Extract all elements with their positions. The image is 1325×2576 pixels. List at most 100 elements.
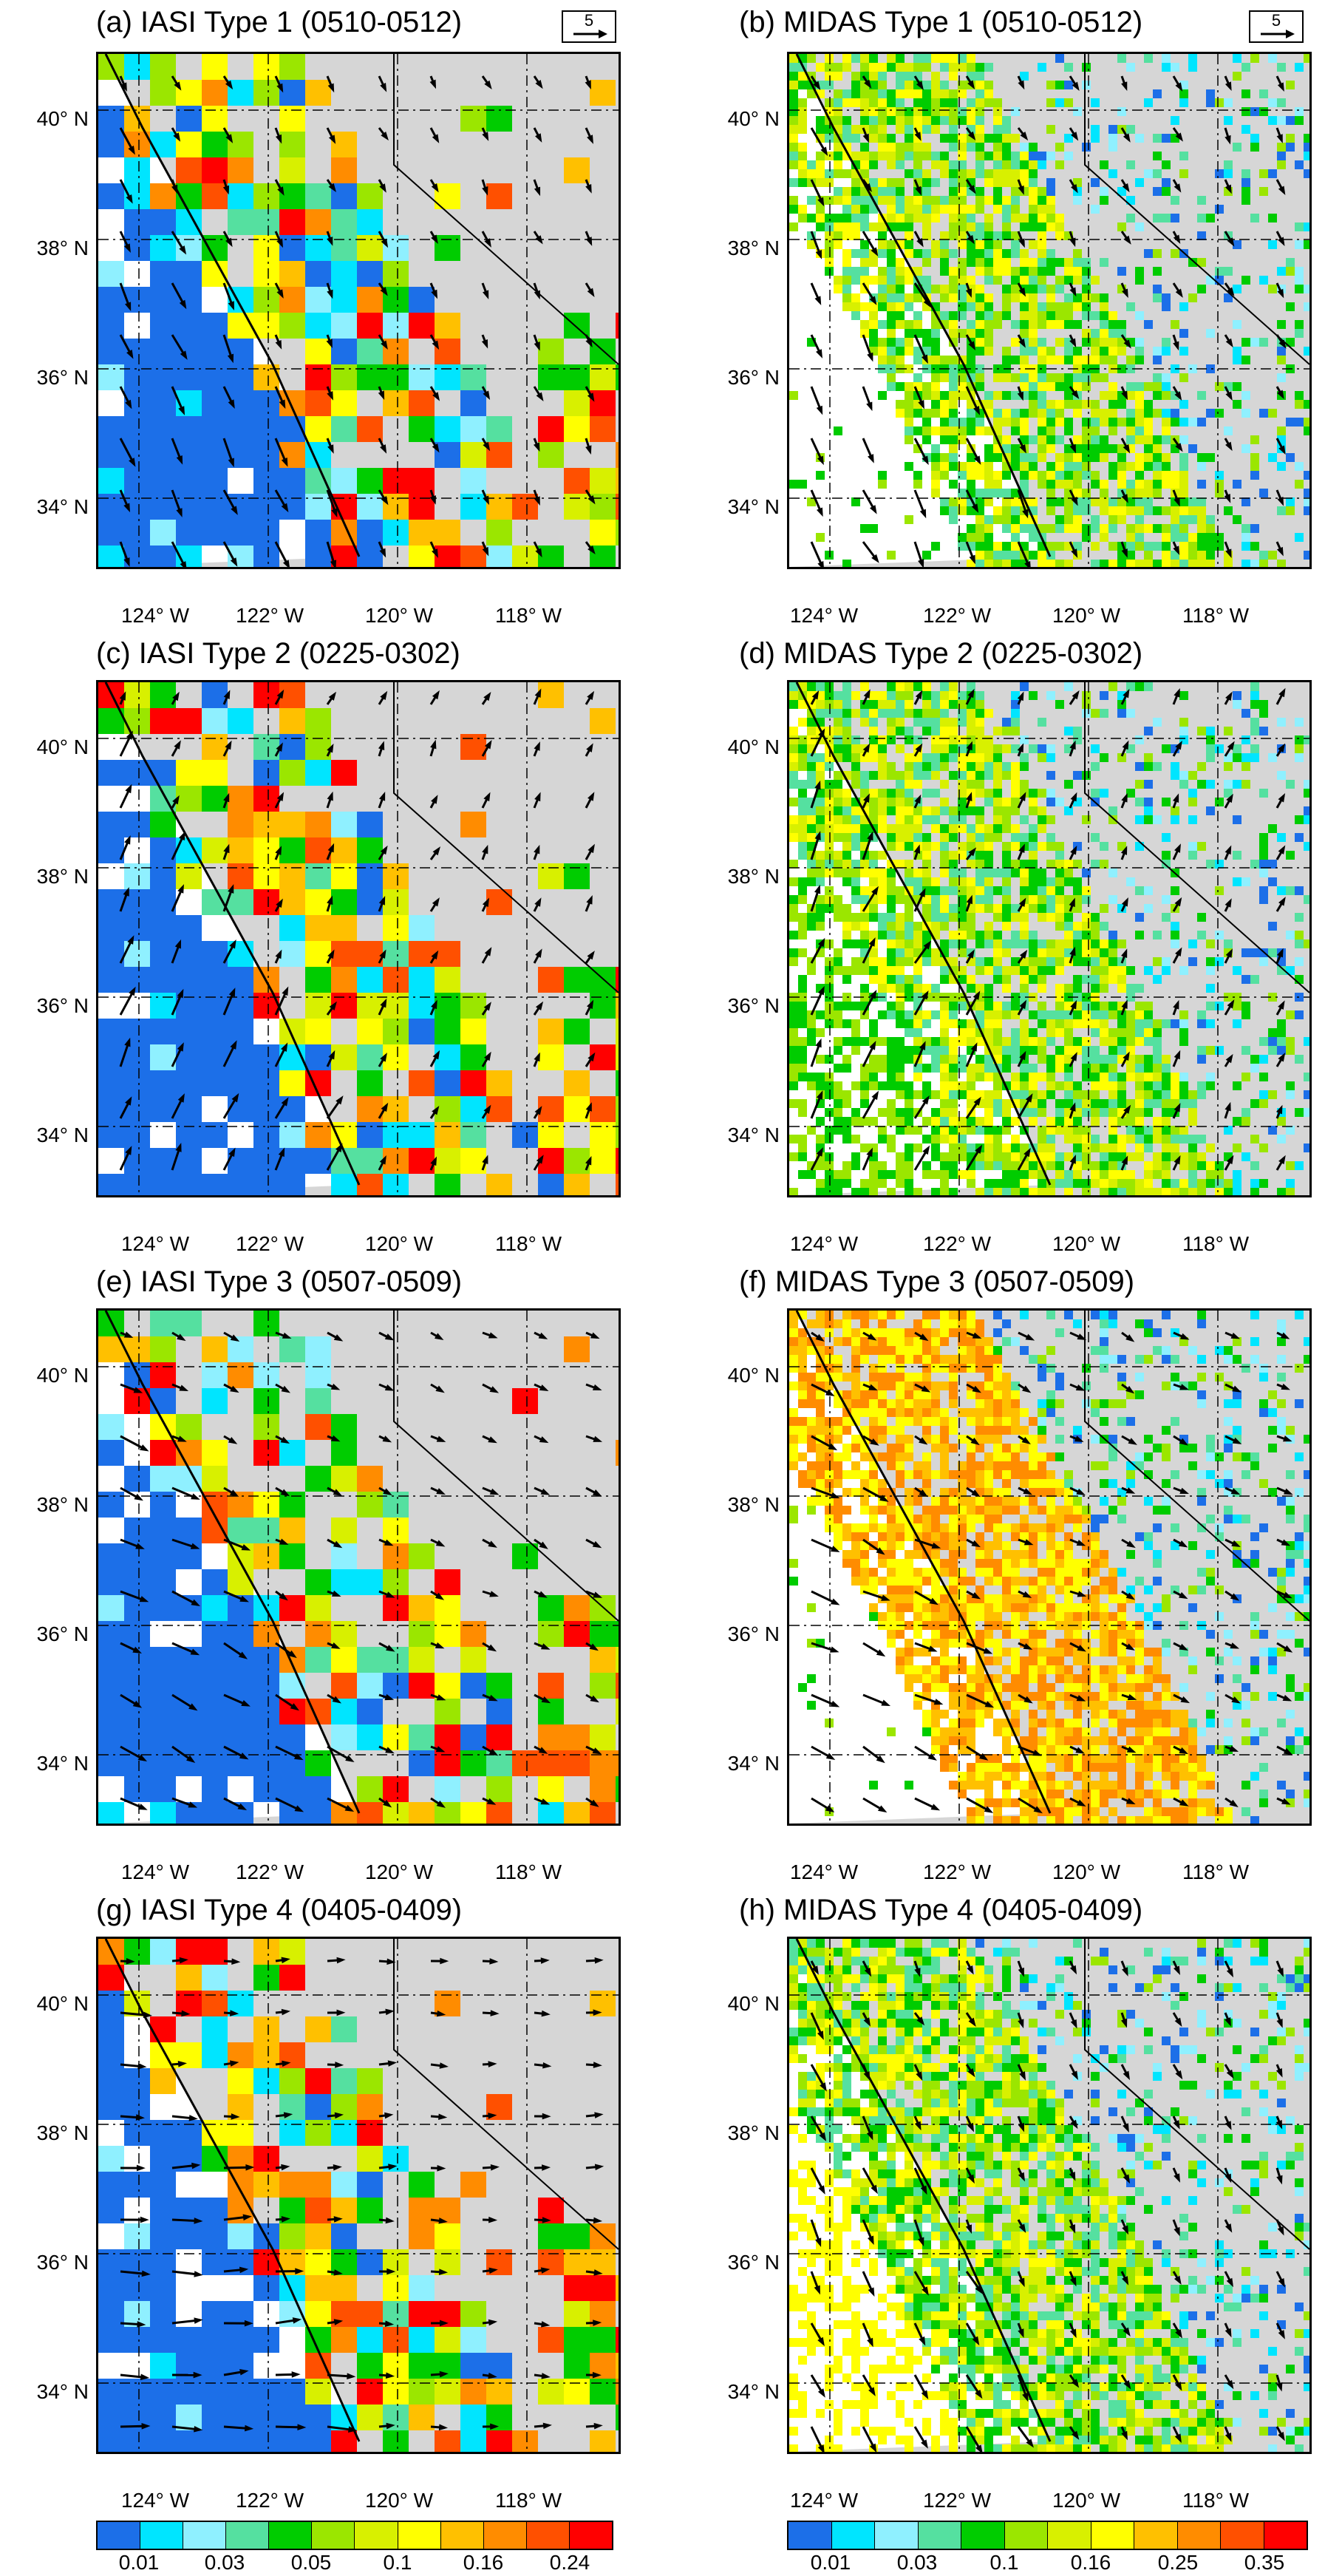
aod-pixel bbox=[1259, 1090, 1268, 1099]
aod-pixel bbox=[1029, 258, 1038, 267]
aod-pixels bbox=[98, 682, 619, 1195]
aod-pixel bbox=[949, 1073, 958, 1081]
aod-pixel bbox=[357, 1070, 383, 1096]
aod-pixel bbox=[253, 209, 279, 235]
aod-pixel bbox=[1073, 515, 1082, 524]
aod-pixel bbox=[807, 877, 816, 886]
aod-pixel bbox=[1091, 1064, 1100, 1073]
aod-pixel bbox=[1002, 178, 1011, 187]
aod-pixel bbox=[878, 480, 887, 489]
aod-pixel bbox=[253, 546, 279, 567]
aod-pixel bbox=[1126, 1152, 1135, 1161]
aod-pixel bbox=[816, 152, 825, 160]
aod-pixel bbox=[279, 889, 305, 915]
wind-vector-head bbox=[863, 793, 870, 803]
aod-pixel bbox=[1277, 506, 1286, 515]
aod-pixel bbox=[798, 1073, 807, 1081]
aod-pixel bbox=[1046, 886, 1055, 895]
aod-pixel bbox=[1064, 1099, 1073, 1108]
wind-vector-head bbox=[968, 341, 975, 351]
aod-pixel bbox=[124, 54, 150, 80]
aod-pixel bbox=[825, 833, 834, 842]
aod-pixel bbox=[949, 753, 958, 762]
aod-pixel bbox=[1144, 462, 1153, 471]
aod-pixel bbox=[1064, 895, 1073, 904]
wind-vector-head bbox=[535, 235, 543, 245]
aod-pixel bbox=[1100, 842, 1108, 851]
aod-pixel bbox=[1100, 293, 1108, 302]
aod-pixel bbox=[984, 851, 993, 860]
aod-pixel bbox=[1091, 524, 1100, 533]
aod-pixel bbox=[1259, 276, 1268, 285]
aod-pixel bbox=[834, 1126, 842, 1135]
aod-pixel bbox=[1259, 489, 1268, 497]
aod-pixel bbox=[1020, 373, 1029, 382]
wind-vector-head bbox=[1072, 81, 1080, 91]
aod-pixel bbox=[993, 107, 1002, 116]
aod-pixel bbox=[98, 442, 124, 468]
aod-pixel bbox=[1038, 1002, 1046, 1010]
aod-pixel bbox=[1002, 1179, 1011, 1188]
aod-pixel bbox=[949, 1055, 958, 1064]
aod-pixel bbox=[993, 753, 1002, 762]
aod-pixel bbox=[851, 762, 860, 771]
aod-pixel bbox=[896, 727, 905, 735]
aod-pixel bbox=[1002, 249, 1011, 258]
aod-pixel bbox=[940, 913, 949, 922]
aod-pixel bbox=[1020, 462, 1029, 471]
aod-pixel bbox=[798, 169, 807, 178]
aod-pixel bbox=[1029, 160, 1038, 169]
wind-vector-head bbox=[869, 296, 877, 305]
aod-pixel bbox=[869, 1161, 878, 1170]
aod-pixel bbox=[1215, 1188, 1224, 1195]
aod-pixel bbox=[1153, 382, 1162, 391]
aod-pixel bbox=[1144, 1019, 1153, 1028]
aod-pixel bbox=[202, 520, 228, 546]
aod-pixel bbox=[1197, 506, 1206, 515]
aod-pixel bbox=[1073, 1090, 1082, 1099]
aod-pixel bbox=[860, 1090, 869, 1099]
aod-pixel bbox=[834, 116, 842, 125]
aod-pixel bbox=[922, 258, 931, 267]
aod-pixel bbox=[1100, 311, 1108, 320]
aod-pixel bbox=[616, 1070, 619, 1096]
aod-pixel bbox=[1144, 1028, 1153, 1037]
aod-pixel bbox=[949, 187, 958, 196]
aod-pixel bbox=[993, 560, 1002, 567]
aod-pixel bbox=[851, 1117, 860, 1126]
aod-pixel bbox=[789, 98, 798, 107]
aod-pixel bbox=[922, 727, 931, 735]
aod-pixel bbox=[1259, 1037, 1268, 1046]
aod-pixel bbox=[1091, 1010, 1100, 1019]
aod-pixel bbox=[1082, 1090, 1091, 1099]
aod-pixel bbox=[975, 152, 984, 160]
aod-pixel bbox=[1108, 134, 1117, 143]
aod-pixel bbox=[1135, 338, 1144, 347]
aod-pixel bbox=[1100, 435, 1108, 444]
aod-pixel bbox=[1250, 1099, 1259, 1108]
aod-pixel bbox=[150, 261, 176, 287]
aod-pixel bbox=[1038, 966, 1046, 975]
aod-pixel bbox=[975, 1055, 984, 1064]
aod-pixel bbox=[150, 546, 176, 567]
aod-pixel bbox=[1002, 1002, 1011, 1010]
aod-pixel bbox=[1144, 815, 1153, 824]
wind-vector-head bbox=[482, 132, 489, 141]
aod-pixel bbox=[1126, 1019, 1135, 1028]
aod-pixel bbox=[834, 89, 842, 98]
aod-pixel bbox=[1073, 320, 1082, 329]
aod-pixel bbox=[1153, 169, 1162, 178]
aod-pixel bbox=[878, 196, 887, 205]
aod-pixel bbox=[905, 1019, 913, 1028]
wind-vector-head bbox=[534, 741, 540, 751]
aod-pixel bbox=[825, 939, 834, 948]
aod-pixel bbox=[1011, 356, 1020, 364]
aod-pixel bbox=[1073, 400, 1082, 409]
aod-pixel bbox=[1188, 957, 1197, 966]
aod-pixel bbox=[512, 1388, 538, 1414]
aod-pixel bbox=[931, 744, 940, 753]
aod-pixel bbox=[1153, 815, 1162, 824]
aod-pixel bbox=[860, 869, 869, 877]
aod-pixel bbox=[331, 390, 357, 416]
aod-pixel bbox=[967, 1143, 975, 1152]
